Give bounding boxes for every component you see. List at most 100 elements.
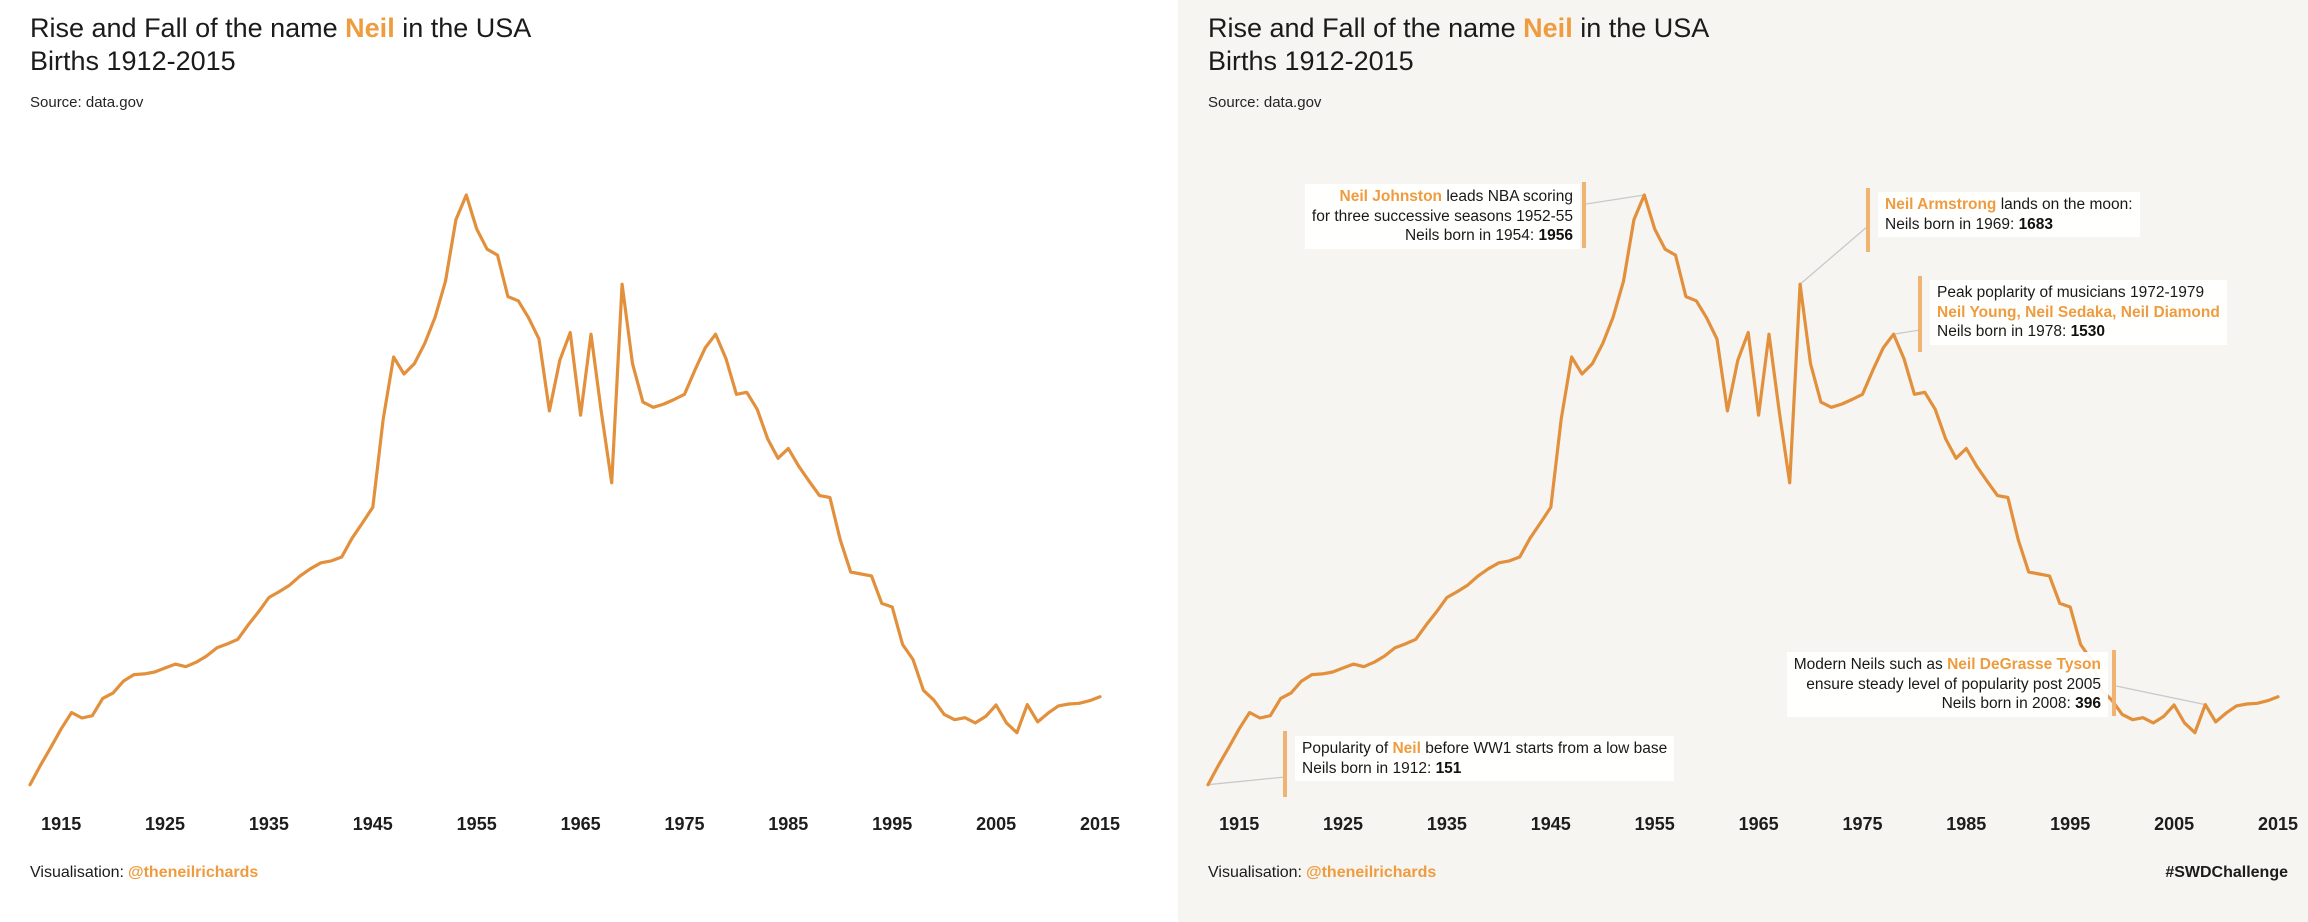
line-chart-annotated: 1915 1925 1935 1945 1955 1965 1975 1985 1995 2005… <box>1206 182 2298 834</box>
annotation-line: Neil Johnston leads NBA scoring <box>1312 187 1573 207</box>
title-name-highlight: Neil <box>1523 13 1573 43</box>
chart-subtitle: Births 1912-2015 <box>1208 46 1414 76</box>
annotation-accent-bar <box>1582 182 1586 248</box>
x-axis-tick-label: 1915 <box>41 814 81 834</box>
annotation-line: Neils born in 1912: 151 <box>1302 759 1667 779</box>
x-axis-tick-label: 1965 <box>1739 814 1779 834</box>
x-axis-tick-label: 1995 <box>872 814 912 834</box>
annotation-accent-bars <box>1283 182 2116 797</box>
line-chart-plain: 1915 1925 1935 1945 1955 1965 1975 1985 1995 2005… <box>28 193 1120 834</box>
annotation-text: 1683 <box>2018 215 2054 233</box>
annotation-musicians: Peak poplarity of musicians 1972-1979 Nei… <box>1930 280 2227 345</box>
annotation-line: Neils born in 1969: 1683 <box>1885 215 2133 235</box>
highlighted-neil-name: Neil DeGrasse Tyson <box>1947 656 2101 673</box>
title-suffix: in the USA <box>394 13 532 43</box>
annotation-text: Peak poplarity of musicians 1972-1979 <box>1937 284 2205 301</box>
source-note: Source: data.gov <box>30 94 144 111</box>
title-prefix: Rise and Fall of the name <box>30 13 346 43</box>
title-suffix: in the USA <box>1572 13 1710 43</box>
visualisation-credit: Visualisation: @theneilrichards <box>1208 864 1436 882</box>
challenge-hashtag: #SWDChallenge <box>2165 864 2288 881</box>
x-axis-tick-label: 1965 <box>561 814 601 834</box>
x-axis-tick-label: 1985 <box>1946 814 1986 834</box>
x-axis: 1915 1925 1935 1945 1955 1965 1975 1985 1995 2005… <box>41 814 1120 834</box>
x-axis-tick-label: 1925 <box>1323 814 1363 834</box>
chart-header: Rise and Fall of the name Neil in the US… <box>1208 12 1709 111</box>
chart-subtitle: Births 1912-2015 <box>30 46 236 76</box>
annotation-accent-bar <box>1918 276 1922 352</box>
annotation-text: ensure steady level of popularity post 2… <box>1806 675 2101 693</box>
author-handle: @theneilrichards <box>1305 864 1437 881</box>
x-axis-tick-label: 1955 <box>457 814 497 834</box>
x-axis-tick-label: 1985 <box>768 814 808 834</box>
credit-label: Visualisation: <box>1208 864 1302 881</box>
annotation-line: Neil Armstrong lands on the moon: <box>1885 195 2133 215</box>
annotation-text: leads NBA scoring <box>1442 188 1573 205</box>
annotation-text: Popularity of <box>1302 740 1393 757</box>
x-axis-tick-label: 1925 <box>145 814 185 834</box>
annotation-leader-line <box>1799 225 1869 285</box>
x-axis-tick-label: 2005 <box>976 814 1016 834</box>
chart-title: Rise and Fall of the name Neil in the US… <box>1208 12 1709 45</box>
annotation-text: for three successive seasons 1952-55 <box>1311 207 1573 225</box>
annotation-armstrong: Neil Armstrong lands on the moon: Neils b… <box>1878 192 2140 237</box>
annotation-accent-bar <box>1283 731 1287 797</box>
plain-chart-panel: Rise and Fall of the name Neil in the US… <box>0 0 1150 922</box>
annotation-leader-line <box>1207 776 1286 786</box>
annotation-johnston: Neil Johnston leads NBA scoring for three… <box>1304 184 1580 249</box>
annotation-line: ensure steady level of popularity post 2… <box>1794 675 2101 695</box>
x-axis-tick-label: 1945 <box>1531 814 1571 834</box>
x-axis-tick-label: 2005 <box>2154 814 2194 834</box>
author-handle: @theneilrichards <box>127 864 259 881</box>
annotation-accent-bar <box>2112 650 2116 716</box>
annotation-accent-bar <box>1866 188 1870 252</box>
title-name-highlight: Neil <box>345 13 395 43</box>
annotation-line: Neils born in 1978: 1530 <box>1937 322 2220 342</box>
visualisation-credit: Visualisation: @theneilrichards <box>30 864 258 882</box>
annotation-leader-lines <box>1207 194 2206 786</box>
x-axis-tick-label: 1995 <box>2050 814 2090 834</box>
annotation-text: 396 <box>2075 695 2101 712</box>
neil-trend-line <box>28 193 1102 787</box>
x-axis-tick-label: 1955 <box>1635 814 1675 834</box>
x-axis-tick-label: 2015 <box>2258 814 2298 834</box>
annotation-text: Neils born in 1912: <box>1302 759 1436 777</box>
annotation-text: Neils born in 1954: <box>1404 227 1539 244</box>
annotation-text: 1956 <box>1538 227 1573 244</box>
annotation-line: Peak poplarity of musicians 1972-1979 <box>1937 283 2220 303</box>
annotation-text: Neils born in 2008: <box>1941 695 2076 712</box>
x-axis-tick-label: 1975 <box>664 814 704 834</box>
annotation-ww1: Popularity of Neil before WW1 starts fro… <box>1295 736 1675 781</box>
x-axis: 1915 1925 1935 1945 1955 1965 1975 1985 1995 2005… <box>1219 814 2298 834</box>
annotation-degrasse: Modern Neils such as Neil DeGrasse Tyson… <box>1786 652 2108 717</box>
annotation-text: 151 <box>1435 759 1462 777</box>
chart-header: Rise and Fall of the name Neil in the US… <box>30 12 531 111</box>
chart-title: Rise and Fall of the name Neil in the US… <box>30 12 531 45</box>
x-axis-tick-label: 1915 <box>1219 814 1259 834</box>
annotation-text: Neils born in 1978: <box>1937 323 2071 340</box>
x-axis-tick-label: 2015 <box>1080 814 1120 834</box>
annotation-leader-line <box>1893 329 1921 335</box>
title-prefix: Rise and Fall of the name <box>1208 13 1524 43</box>
annotation-line: Neils born in 1954: 1956 <box>1312 226 1573 246</box>
annotation-line: Modern Neils such as Neil DeGrasse Tyson <box>1794 655 2101 675</box>
x-axis-tick-label: 1975 <box>1842 814 1882 834</box>
annotation-text: 1530 <box>2070 323 2106 340</box>
x-axis-tick-label: 1935 <box>249 814 289 834</box>
annotation-line: Neils born in 2008: 396 <box>1794 694 2101 714</box>
annotation-text: lands on the moon: <box>1996 196 2133 213</box>
highlighted-neil-name: Neil Johnston <box>1339 188 1443 205</box>
annotated-chart-panel: Rise and Fall of the name Neil in the US… <box>1178 0 2308 922</box>
x-axis-tick-label: 1935 <box>1427 814 1467 834</box>
annotation-line: Popularity of Neil before WW1 starts fro… <box>1302 739 1667 759</box>
annotation-text: Modern Neils such as <box>1793 656 1948 673</box>
annotation-line: for three successive seasons 1952-55 <box>1312 207 1573 227</box>
source-note: Source: data.gov <box>1208 94 1322 111</box>
annotation-leader-line <box>2115 685 2206 706</box>
highlighted-neil-name: Neil Armstrong <box>1885 196 1997 213</box>
annotation-text: before WW1 starts from a low base <box>1420 740 1668 757</box>
x-axis-tick-label: 1945 <box>353 814 393 834</box>
annotation-leader-line <box>1585 194 1645 205</box>
highlighted-neil-name: Neil Young, Neil Sedaka, Neil Diamond <box>1937 303 2220 321</box>
